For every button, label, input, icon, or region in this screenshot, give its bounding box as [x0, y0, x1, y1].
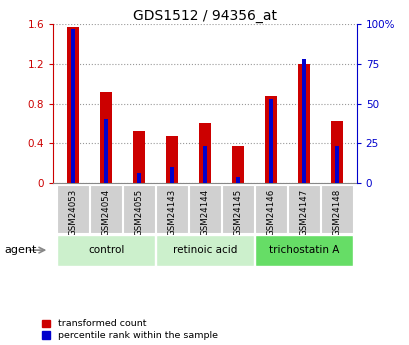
- Bar: [265, 96, 276, 183]
- Bar: [202, 146, 207, 183]
- Bar: [236, 177, 239, 183]
- Text: GSM24146: GSM24146: [266, 188, 275, 236]
- Bar: [301, 59, 305, 183]
- Bar: [254, 185, 286, 233]
- Bar: [170, 167, 173, 183]
- Bar: [100, 91, 112, 183]
- Bar: [166, 136, 178, 183]
- Bar: [71, 29, 75, 183]
- Bar: [90, 185, 121, 233]
- Text: retinoic acid: retinoic acid: [172, 245, 237, 255]
- Text: GSM24144: GSM24144: [200, 188, 209, 236]
- Bar: [334, 146, 338, 183]
- Text: GSM24053: GSM24053: [68, 188, 77, 236]
- Bar: [156, 235, 253, 266]
- Bar: [222, 185, 253, 233]
- Bar: [320, 185, 352, 233]
- Title: GDS1512 / 94356_at: GDS1512 / 94356_at: [133, 9, 276, 23]
- Bar: [297, 64, 309, 183]
- Bar: [288, 185, 319, 233]
- Bar: [199, 124, 210, 183]
- Text: GSM24147: GSM24147: [299, 188, 308, 236]
- Bar: [57, 185, 89, 233]
- Text: GSM24054: GSM24054: [101, 188, 110, 236]
- Text: GSM24148: GSM24148: [332, 188, 341, 236]
- Bar: [330, 121, 342, 183]
- Legend: transformed count, percentile rank within the sample: transformed count, percentile rank withi…: [42, 319, 217, 340]
- Bar: [254, 235, 352, 266]
- Text: GSM24143: GSM24143: [167, 188, 176, 236]
- Bar: [137, 173, 141, 183]
- Text: trichostatin A: trichostatin A: [268, 245, 338, 255]
- Bar: [231, 146, 243, 183]
- Bar: [67, 27, 79, 183]
- Bar: [133, 131, 144, 183]
- Bar: [189, 185, 220, 233]
- Bar: [123, 185, 155, 233]
- Text: control: control: [88, 245, 124, 255]
- Bar: [104, 119, 108, 183]
- Text: GSM24055: GSM24055: [134, 188, 143, 236]
- Text: GSM24145: GSM24145: [233, 188, 242, 236]
- Text: agent: agent: [4, 245, 36, 255]
- Bar: [57, 235, 155, 266]
- Bar: [156, 185, 187, 233]
- Bar: [268, 99, 272, 183]
